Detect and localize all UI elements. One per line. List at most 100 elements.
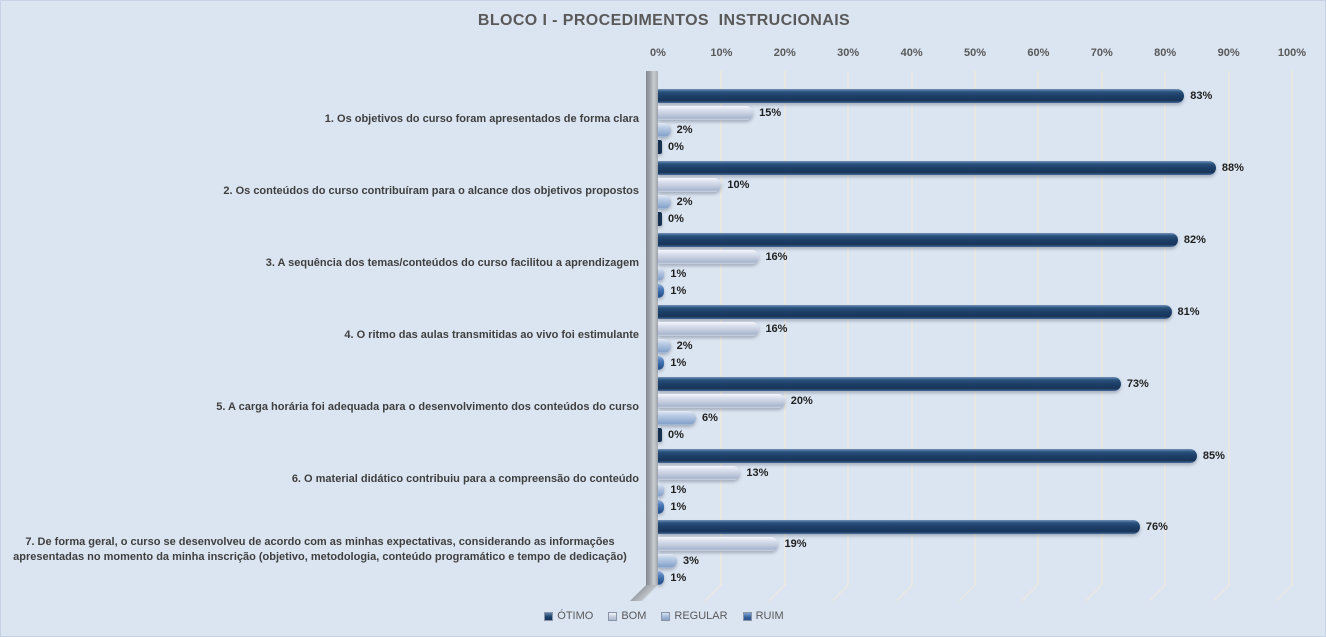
data-label: 1% xyxy=(670,268,687,280)
y-axis-line xyxy=(630,71,658,601)
bar-regular xyxy=(658,123,671,137)
gridline xyxy=(1021,71,1040,601)
bar-bom xyxy=(658,178,722,192)
bar-regular xyxy=(658,411,697,425)
gridline-foot xyxy=(1021,585,1040,601)
x-axis-tick: 0% xyxy=(650,47,666,59)
category-label: 2. Os conteúdos do curso contribuíram pa… xyxy=(223,184,639,197)
data-label: 0% xyxy=(668,429,684,441)
data-label: 0% xyxy=(668,213,684,225)
data-label: 0% xyxy=(668,141,684,153)
gridline-foot xyxy=(1084,585,1103,601)
category-label: 6. O material didático contribuiu para a… xyxy=(291,472,639,485)
bar-ótimo xyxy=(658,520,1140,534)
gridline xyxy=(958,71,976,601)
category-label: 1. Os objetivos do curso foram apresenta… xyxy=(324,112,639,125)
data-label: 1% xyxy=(670,357,687,369)
bar-ruim xyxy=(658,284,665,298)
gridline-foot xyxy=(1275,585,1293,601)
legend-item-bom: BOM xyxy=(608,610,646,622)
gridline-foot xyxy=(1211,585,1230,601)
gridline-foot xyxy=(704,585,723,601)
data-label: 15% xyxy=(759,107,782,119)
bar-ótimo xyxy=(658,161,1216,175)
gridline-foot xyxy=(894,585,913,601)
data-label: 1% xyxy=(670,285,687,297)
x-axis-tick: 70% xyxy=(1090,47,1113,59)
x-axis-tick: 100% xyxy=(1277,47,1307,59)
bar-regular xyxy=(658,554,678,568)
data-label: 83% xyxy=(1190,90,1213,102)
data-label: 13% xyxy=(746,467,769,479)
x-axis-tick: 30% xyxy=(837,47,860,59)
bar-ruim xyxy=(658,140,662,154)
data-label: 16% xyxy=(765,251,788,263)
category-label: 7. De forma geral, o curso se desenvolve… xyxy=(13,536,627,563)
x-axis-tick: 20% xyxy=(773,47,796,59)
x-axis-tick: 50% xyxy=(963,47,987,59)
x-axis-tick: 60% xyxy=(1027,47,1050,59)
bar-bom xyxy=(658,537,779,551)
legend-label: ÓTIMO xyxy=(557,610,594,622)
legend-item-regular: REGULAR xyxy=(661,610,728,622)
bar-ótimo xyxy=(658,305,1172,319)
gridline xyxy=(1148,71,1167,601)
data-label: 2% xyxy=(676,340,693,352)
legend-marker-icon xyxy=(544,611,554,621)
gridline-foot xyxy=(1148,585,1167,601)
bar-bom xyxy=(658,106,754,120)
data-label: 76% xyxy=(1145,521,1168,533)
y-axis-line-foot xyxy=(630,585,658,601)
legend: ÓTIMO BOM REGULAR RUIM xyxy=(1,610,1325,622)
x-axis-tick: 40% xyxy=(900,47,923,59)
gridline xyxy=(1275,71,1293,601)
data-label: 3% xyxy=(683,555,699,567)
gridline xyxy=(767,71,786,601)
category-label: 3. A sequência dos temas/conteúdos do cu… xyxy=(265,256,639,269)
gridline xyxy=(894,71,913,601)
bar-ruim xyxy=(658,356,665,370)
gridline-foot xyxy=(767,585,786,601)
gridline xyxy=(1084,71,1103,601)
bar-ótimo xyxy=(658,233,1178,247)
bar-regular xyxy=(658,267,665,281)
data-label: 6% xyxy=(702,412,718,424)
data-label: 81% xyxy=(1177,306,1200,318)
gridline-foot xyxy=(831,585,850,601)
data-label: 2% xyxy=(676,196,693,208)
category-label: 4. O ritmo das aulas transmitidas ao viv… xyxy=(344,328,639,341)
bar-regular xyxy=(658,195,671,209)
bar-ruim xyxy=(658,571,665,585)
legend-marker-icon xyxy=(742,611,752,621)
x-axis-tick: 90% xyxy=(1217,47,1240,59)
bar-ótimo xyxy=(658,449,1197,463)
data-label: 88% xyxy=(1221,162,1244,174)
data-label: 1% xyxy=(670,572,687,584)
data-label: 85% xyxy=(1202,450,1225,462)
legend-marker-icon xyxy=(661,611,671,621)
data-label: 20% xyxy=(790,395,813,407)
bar-ótimo xyxy=(658,377,1121,391)
data-label: 19% xyxy=(784,538,807,550)
data-label: 1% xyxy=(670,501,687,513)
bar-ruim xyxy=(658,500,665,514)
bar-bom xyxy=(658,394,785,408)
data-label: 1% xyxy=(670,484,687,496)
chart-title: BLOCO I - PROCEDIMENTOS INSTRUCIONAIS xyxy=(477,12,851,29)
bar-regular xyxy=(658,483,665,497)
category-label: 5. A carga horária foi adequada para o d… xyxy=(216,400,639,413)
bar-ótimo xyxy=(658,89,1185,103)
x-axis-tick: 80% xyxy=(1154,47,1177,59)
bar-ruim xyxy=(658,428,662,442)
data-label: 73% xyxy=(1126,378,1149,390)
legend-item-ruim: RUIM xyxy=(742,610,784,622)
data-label: 10% xyxy=(727,179,750,191)
data-label: 2% xyxy=(676,124,693,136)
bar-bom xyxy=(658,466,741,480)
data-label: 16% xyxy=(765,323,788,335)
legend-item-ótimo: ÓTIMO xyxy=(544,610,593,622)
gridline xyxy=(1211,71,1230,601)
legend-label: REGULAR xyxy=(674,610,728,622)
gridline xyxy=(831,71,850,601)
